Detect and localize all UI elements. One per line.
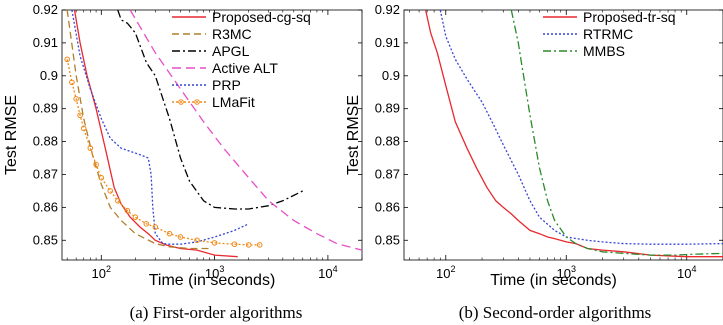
data-point-lmafit [64,56,70,63]
y-tick-label: 0.92 [375,2,400,17]
y-tick-label: 0.92 [33,2,58,17]
legend-label: PRP [212,77,241,93]
data-point-lmafit [177,234,184,240]
data-point-lmafit [124,207,131,214]
y-tick-label: 0.91 [375,35,400,50]
y-tick-label: 0.89 [33,101,58,116]
x-axis-label: Time (in seconds) [490,272,617,289]
y-tick-label: 0.87 [375,166,400,181]
series-line-r3mc [66,10,210,250]
data-point-lmafit [73,96,79,102]
data-point-lmafit [69,79,75,86]
axes-frame [403,9,723,261]
data-point-lmafit [143,221,150,227]
plot-panel-1: 0.85 0.86 0.87 0.88 0.89 0.9 0.91 0.92 102 103 104… [345,2,723,289]
series-line-active-alt [129,10,362,251]
y-tick-label: 0.85 [33,232,58,247]
axes-frame [61,9,363,261]
data-point-lmafit [87,145,94,151]
series-group [424,10,723,258]
data-point-lmafit [98,174,105,181]
y-tick-label: 0.86 [375,199,400,214]
data-point-lmafit [132,214,139,221]
legend-label: Proposed-tr-sq [583,9,676,25]
series-line-proposed-tr-sq [424,10,723,258]
legend-label: LMaFit [212,94,255,110]
x-tick-label: 103 [557,264,576,281]
x-axis-label: Time (in seconds) [149,272,276,289]
y-tick-label: 0.91 [33,35,58,50]
data-point-lmafit [245,242,252,248]
y-tick-label: 0.9 [40,68,58,83]
legend-marker [194,99,200,105]
data-point-lmafit [256,242,263,248]
series-group [64,10,362,258]
data-point-lmafit [107,188,114,194]
series-line-rtrmc [439,10,723,245]
legend-label: Proposed-cg-sq [212,9,311,25]
y-tick-label: 0.89 [375,101,400,116]
data-point-lmafit [115,197,121,204]
caption-a: (a) First-order algorithms [130,303,303,322]
legend-label: APGL [212,43,250,59]
series-line-apgl [117,10,304,210]
data-point-lmafit [80,125,87,132]
legend-label: MMBS [583,43,625,59]
series-line-mmbs [510,10,723,256]
data-point-lmafit [211,240,218,246]
y-tick-label: 0.88 [375,134,400,149]
y-tick-label: 0.87 [33,166,58,181]
x-tick-label: 102 [92,264,111,281]
x-tick-label: 104 [318,264,337,281]
legend-label: Active ALT [212,60,278,76]
legend-marker [178,99,184,105]
x-tick-label: 102 [436,264,455,281]
data-point-lmafit [152,224,159,230]
y-tick-label: 0.88 [33,134,58,149]
y-tick-label: 0.9 [382,68,400,83]
data-point-lmafit [194,237,200,244]
y-axis-label: Test RMSE [3,95,20,175]
data-point-lmafit [77,112,83,119]
caption-b: (b) Second-order algorithms [459,303,652,322]
y-axis-label: Test RMSE [345,95,362,175]
data-point-lmafit [93,161,99,168]
y-tick-label: 0.86 [33,199,58,214]
y-tick-label: 0.85 [375,232,400,247]
series-line-prp [71,10,249,245]
data-point-lmafit [166,230,173,237]
plot-panel-0: 0.85 0.86 0.87 0.88 0.89 0.9 0.91 0.92 102 103 104… [3,2,363,289]
legend-label: R3MC [212,26,252,42]
x-tick-label: 103 [205,264,224,281]
legend-label: RTRMC [583,26,633,42]
data-point-lmafit [231,241,238,248]
x-tick-label: 104 [677,264,696,281]
series-line-lmafit [66,59,260,246]
